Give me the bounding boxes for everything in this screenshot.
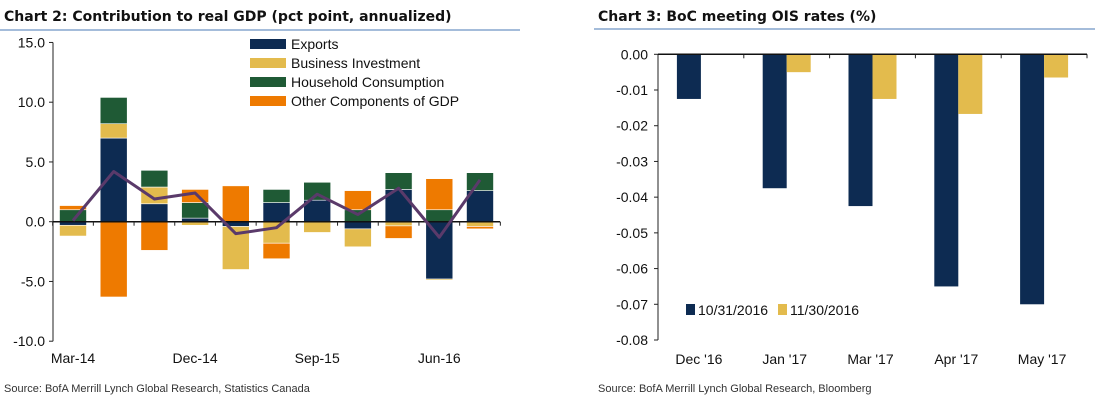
y-tick-label: -0.08 [616, 332, 648, 348]
bar-10-31-2016 [676, 54, 701, 99]
chart-3-source: Source: BofA Merrill Lynch Global Resear… [598, 383, 872, 395]
bar-other-components-of-gdp [384, 225, 413, 239]
bar-exports [344, 221, 372, 230]
bar-exports [425, 221, 454, 280]
bar-10-31-2016 [934, 54, 959, 287]
y-tick-label: -0.05 [616, 225, 648, 241]
bar-other-components-of-gdp [222, 185, 250, 223]
bar-11-30-2016 [786, 54, 811, 73]
bar-11-30-2016 [958, 54, 983, 114]
legend-label: Other Components of GDP [291, 93, 459, 109]
bar-other-components-of-gdp [99, 221, 128, 298]
y-tick-label: -0.01 [616, 82, 648, 98]
legend-swatch [250, 39, 286, 49]
bar-household-consumption [99, 97, 128, 125]
bar-other-components-of-gdp [59, 205, 87, 211]
y-tick-label: 15.0 [18, 34, 45, 50]
y-tick-label: 5.0 [26, 154, 46, 170]
bar-other-components-of-gdp [140, 221, 169, 251]
legend-swatch [250, 77, 286, 87]
bar-household-consumption [140, 170, 169, 188]
chart-3-title: Chart 3: BoC meeting OIS rates (%) [598, 9, 876, 25]
legend-label: Business Investment [291, 55, 420, 71]
bar-other-components-of-gdp [466, 226, 494, 230]
bar-business-investment [140, 186, 169, 205]
y-tick-label: -0.07 [616, 296, 648, 312]
bar-exports [140, 203, 169, 222]
x-tick-label: Jun-16 [418, 350, 461, 366]
chart-2-title: Chart 2: Contribution to real GDP (pct p… [4, 9, 452, 25]
legend-label: Household Consumption [291, 74, 444, 90]
x-tick-label: Mar '17 [847, 351, 893, 367]
x-tick-label: Sep-15 [295, 350, 340, 366]
y-tick-label: -0.06 [616, 261, 648, 277]
bar-household-consumption [425, 209, 454, 222]
bar-other-components-of-gdp [344, 190, 372, 211]
bar-household-consumption [262, 189, 291, 203]
legend-swatch [250, 96, 286, 106]
y-tick-label: -10.0 [13, 333, 45, 349]
legend-swatch [778, 304, 787, 315]
bar-exports [99, 137, 128, 223]
x-tick-label: May '17 [1018, 351, 1067, 367]
bar-11-30-2016 [1044, 54, 1069, 78]
y-tick-label: -0.03 [616, 153, 648, 169]
legend-label: Exports [291, 36, 338, 52]
bar-business-investment [303, 221, 332, 233]
x-tick-label: Dec '16 [675, 351, 722, 367]
x-tick-label: Dec-14 [173, 350, 218, 366]
bar-10-31-2016 [762, 54, 787, 189]
legend-swatch [686, 304, 695, 315]
y-tick-label: -5.0 [21, 273, 45, 289]
bar-business-investment [59, 224, 87, 237]
legend-label: 11/30/2016 [790, 302, 859, 318]
x-tick-label: Jan '17 [762, 351, 807, 367]
y-tick-label: -0.02 [616, 118, 648, 134]
y-tick-label: 10.0 [18, 94, 45, 110]
bar-other-components-of-gdp [425, 178, 454, 211]
bar-business-investment [425, 278, 454, 281]
bar-10-31-2016 [848, 54, 873, 207]
bar-household-consumption [181, 202, 209, 219]
y-tick-label: 0.0 [26, 214, 46, 230]
x-tick-label: Mar-14 [51, 350, 96, 366]
bar-other-components-of-gdp [262, 242, 291, 260]
bar-business-investment [262, 221, 291, 244]
y-tick-label: 0.00 [621, 46, 648, 62]
bar-business-investment [344, 228, 372, 248]
y-tick-label: -0.04 [616, 189, 648, 205]
x-tick-label: Apr '17 [934, 351, 978, 367]
bar-11-30-2016 [872, 54, 897, 99]
legend-label: 10/31/2016 [698, 302, 768, 318]
bar-household-consumption [303, 181, 332, 201]
bar-business-investment [99, 123, 128, 139]
legend-swatch [250, 58, 286, 68]
bar-10-31-2016 [1020, 54, 1045, 305]
chart-2-source: Source: BofA Merrill Lynch Global Resear… [4, 383, 311, 395]
chart-2: Chart 2: Contribution to real GDP (pct p… [0, 9, 520, 395]
chart-3: Chart 3: BoC meeting OIS rates (%) 0.00 -… [594, 9, 1095, 395]
